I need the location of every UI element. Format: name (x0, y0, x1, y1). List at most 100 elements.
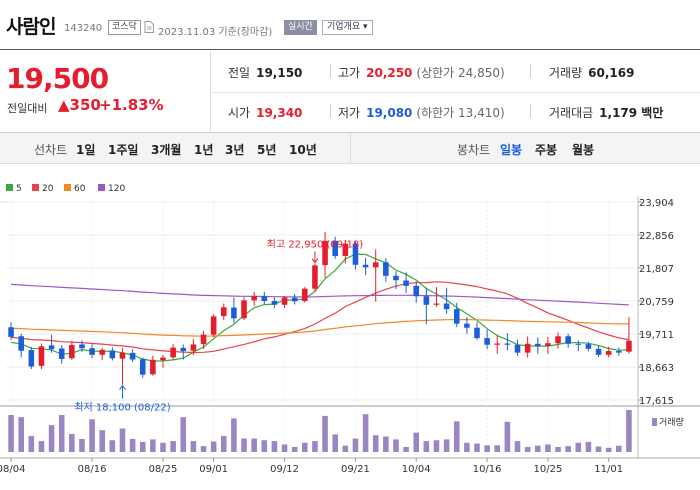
volume-bar (170, 441, 176, 452)
candle-body (150, 359, 156, 375)
ma120-legend-label: 120 (108, 184, 126, 194)
candle-body (383, 262, 389, 276)
candle-body (585, 344, 592, 349)
candle-body (251, 295, 257, 301)
as-of-date: 2023.11.03 기준(장마감) (158, 27, 273, 38)
candle-body (8, 327, 14, 337)
volume-bar (210, 441, 217, 452)
volume-bar (423, 441, 430, 452)
trade-value-value: 1,179 백만 (599, 106, 664, 120)
ma120-legend: 120 (98, 184, 125, 194)
range-1d-tab[interactable]: 1일 (76, 143, 96, 157)
candle-body (453, 309, 460, 324)
candle-body (109, 350, 116, 359)
volume-bar (28, 436, 35, 452)
realtime-button[interactable]: 실시간 (284, 20, 317, 35)
volume-bar (150, 439, 156, 452)
volume-bar (48, 425, 55, 452)
range-3m-tab[interactable]: 3개월 (151, 143, 182, 157)
volume: 거래량 60,169 (549, 64, 634, 81)
candle-body (322, 240, 328, 266)
candle-body (139, 359, 146, 375)
candle-body (79, 344, 85, 349)
low-label: 저가 (338, 106, 361, 120)
price-change-percent: +1.83% (99, 96, 164, 114)
candle-body (494, 343, 501, 345)
candle-body (403, 280, 409, 286)
candle-body (99, 349, 106, 355)
change-label: 전일대비 (7, 102, 48, 115)
candle-body (555, 336, 561, 344)
candle-body (302, 288, 308, 301)
volume-bar (393, 439, 399, 452)
ma20-legend-label: 20 (42, 184, 54, 194)
volume-bar (119, 428, 126, 452)
candle-body (190, 344, 197, 351)
candle-body (565, 336, 571, 344)
volume-bar (302, 442, 308, 452)
candle-body (89, 348, 95, 355)
divider (210, 92, 700, 93)
volume-bar (58, 415, 65, 452)
ma20-swatch (32, 184, 39, 191)
candle-body (413, 285, 420, 297)
volume-bar (241, 438, 247, 452)
candle-body (48, 345, 55, 350)
candle-body (291, 297, 298, 302)
candle-body (281, 297, 288, 305)
range-1w-tab[interactable]: 1주일 (108, 143, 139, 157)
candle-body (433, 303, 440, 305)
current-price: 19,500 (6, 62, 109, 95)
range-1y-tab[interactable]: 1년 (194, 143, 214, 157)
volume-bar (383, 436, 389, 452)
divider (330, 64, 331, 78)
candle-body (393, 275, 399, 281)
ma120-line (11, 283, 629, 306)
candle-body (464, 323, 470, 328)
monthly-candle-tab[interactable]: 월봉 (572, 143, 595, 157)
range-3y-tab[interactable]: 3년 (225, 143, 245, 157)
volume-bar (534, 445, 541, 452)
volume-bar (180, 417, 187, 452)
company-overview-dropdown[interactable]: 기업개요 ▾ (322, 20, 373, 35)
price-chart[interactable]: 23,904 22,856 21,807 20,759 19,711 18,663 17,6… (0, 196, 700, 490)
candle-body (170, 347, 176, 358)
candle-body (534, 343, 541, 347)
candle-body (241, 300, 247, 319)
volume-bar (261, 440, 268, 452)
trade-value-label: 거래대금 (549, 106, 594, 120)
market-badge: 코스닥 (108, 20, 141, 35)
candle-body (595, 348, 602, 355)
high-label: 고가 (338, 66, 361, 80)
range-10y-tab[interactable]: 10년 (289, 143, 317, 157)
low-value: 19,080 (366, 106, 413, 120)
candle-body (38, 346, 45, 366)
volume-bar (545, 444, 551, 452)
volume-bar (362, 414, 369, 452)
volume-bar (575, 442, 582, 452)
candle-body (18, 336, 24, 351)
x-tick-label: 10/04 (402, 464, 431, 475)
volume-bar (109, 440, 116, 452)
weekly-candle-tab[interactable]: 주봉 (535, 143, 558, 157)
candle-body (504, 343, 511, 345)
ma60-line (11, 319, 629, 337)
candle-body (484, 338, 490, 345)
y-tick-label: 22,856 (639, 231, 674, 242)
price-change-value: 350 (69, 96, 101, 114)
volume-bar (626, 410, 632, 452)
stock-name: 사람인 (6, 16, 56, 38)
lower-limit: (하한가 13,410) (416, 106, 505, 120)
ma5-legend-label: 5 (16, 184, 22, 194)
daily-candle-tab[interactable]: 일봉 (500, 143, 523, 157)
y-tick-label: 23,904 (639, 198, 674, 209)
candle-body (474, 327, 480, 339)
volume-bar (89, 419, 95, 452)
line-chart-label: 선차트 (34, 143, 68, 157)
range-5y-tab[interactable]: 5년 (257, 143, 277, 157)
volume-bar (281, 444, 288, 452)
prev-close: 전일 19,150 (228, 64, 302, 81)
document-icon[interactable] (144, 21, 154, 33)
candle-body (28, 350, 35, 367)
